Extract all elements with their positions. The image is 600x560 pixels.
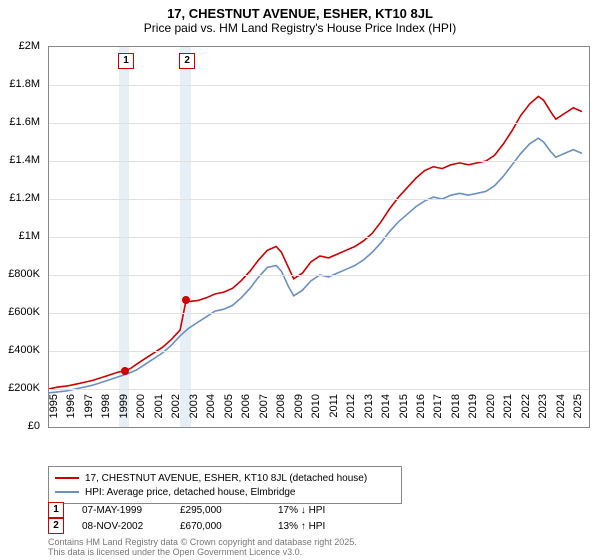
x-axis-label: 1999 xyxy=(118,394,130,434)
x-axis-label: 2017 xyxy=(432,394,444,434)
table-row: 1 07-MAY-1999 £295,000 17% ↓ HPI xyxy=(48,502,358,518)
y-axis-label: £2M xyxy=(0,40,40,52)
x-axis-label: 2013 xyxy=(363,394,375,434)
footer-line: This data is licensed under the Open Gov… xyxy=(48,548,357,558)
x-axis-label: 2003 xyxy=(188,394,200,434)
transaction-delta: 13% ↑ HPI xyxy=(278,521,358,532)
y-axis-label: £1.8M xyxy=(0,78,40,90)
transaction-delta: 17% ↓ HPI xyxy=(278,505,358,516)
page-title: 17, CHESTNUT AVENUE, ESHER, KT10 8JL xyxy=(0,6,600,21)
x-axis-label: 2004 xyxy=(205,394,217,434)
y-axis-label: £0 xyxy=(0,420,40,432)
x-axis-label: 2005 xyxy=(223,394,235,434)
x-axis-label: 2024 xyxy=(555,394,567,434)
legend-swatch xyxy=(55,491,79,493)
x-axis-label: 2019 xyxy=(467,394,479,434)
y-axis-label: £800K xyxy=(0,268,40,280)
x-axis-label: 2016 xyxy=(415,394,427,434)
x-axis-label: 2021 xyxy=(502,394,514,434)
x-axis-label: 2022 xyxy=(520,394,532,434)
transaction-table: 1 07-MAY-1999 £295,000 17% ↓ HPI 2 08-NO… xyxy=(48,502,358,534)
transaction-price: £295,000 xyxy=(180,505,260,516)
y-axis-label: £400K xyxy=(0,344,40,356)
x-axis-label: 2001 xyxy=(153,394,165,434)
series-line xyxy=(49,138,582,393)
x-axis-label: 1997 xyxy=(83,394,95,434)
transaction-dot xyxy=(121,367,129,375)
legend-label: 17, CHESTNUT AVENUE, ESHER, KT10 8JL (de… xyxy=(85,473,367,484)
x-axis-label: 2010 xyxy=(310,394,322,434)
y-axis-label: £1.6M xyxy=(0,116,40,128)
y-axis-label: £1.4M xyxy=(0,154,40,166)
x-axis-label: 2007 xyxy=(258,394,270,434)
transaction-date: 07-MAY-1999 xyxy=(82,505,162,516)
chart: 12 £0£200K£400K£600K£800K£1M£1.2M£1.4M£1… xyxy=(48,46,588,426)
transaction-price: £670,000 xyxy=(180,521,260,532)
gridline xyxy=(49,199,589,200)
gridline xyxy=(49,237,589,238)
gridline xyxy=(49,351,589,352)
x-axis-label: 2009 xyxy=(293,394,305,434)
gridline xyxy=(49,123,589,124)
x-axis-label: 2002 xyxy=(170,394,182,434)
transaction-date: 08-NOV-2002 xyxy=(82,521,162,532)
gridline xyxy=(49,85,589,86)
gridline xyxy=(49,313,589,314)
x-axis-label: 1998 xyxy=(100,394,112,434)
y-axis-label: £200K xyxy=(0,382,40,394)
x-axis-label: 2023 xyxy=(537,394,549,434)
chart-marker: 1 xyxy=(118,53,134,69)
x-axis-label: 2012 xyxy=(345,394,357,434)
x-axis-label: 2018 xyxy=(450,394,462,434)
footer-attribution: Contains HM Land Registry data © Crown c… xyxy=(48,538,357,558)
series-line xyxy=(49,96,582,389)
y-axis-label: £1.2M xyxy=(0,192,40,204)
legend-swatch xyxy=(55,477,79,479)
x-axis-label: 2020 xyxy=(485,394,497,434)
y-axis-label: £1M xyxy=(0,230,40,242)
transaction-dot xyxy=(182,296,190,304)
x-axis-label: 1996 xyxy=(65,394,77,434)
legend-item: 17, CHESTNUT AVENUE, ESHER, KT10 8JL (de… xyxy=(55,471,395,485)
gridline xyxy=(49,275,589,276)
y-axis-label: £600K xyxy=(0,306,40,318)
legend: 17, CHESTNUT AVENUE, ESHER, KT10 8JL (de… xyxy=(48,466,402,504)
gridline xyxy=(49,161,589,162)
x-axis-label: 2006 xyxy=(240,394,252,434)
x-axis-label: 2011 xyxy=(328,394,340,434)
x-axis-label: 1995 xyxy=(48,394,60,434)
transaction-marker: 2 xyxy=(48,518,64,534)
plot-area: 12 xyxy=(48,46,590,428)
transaction-marker: 1 xyxy=(48,502,64,518)
chart-marker: 2 xyxy=(179,53,195,69)
x-axis-label: 2025 xyxy=(572,394,584,434)
x-axis-label: 2000 xyxy=(135,394,147,434)
x-axis-label: 2015 xyxy=(398,394,410,434)
page-subtitle: Price paid vs. HM Land Registry's House … xyxy=(0,21,600,35)
table-row: 2 08-NOV-2002 £670,000 13% ↑ HPI xyxy=(48,518,358,534)
x-axis-label: 2014 xyxy=(380,394,392,434)
legend-item: HPI: Average price, detached house, Elmb… xyxy=(55,485,395,499)
gridline xyxy=(49,389,589,390)
legend-label: HPI: Average price, detached house, Elmb… xyxy=(85,487,296,498)
x-axis-label: 2008 xyxy=(275,394,287,434)
